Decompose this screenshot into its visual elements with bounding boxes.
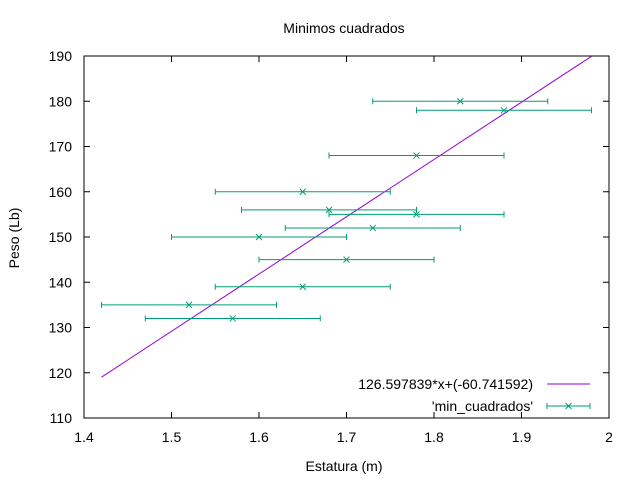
- y-tick-label: 110: [50, 410, 73, 426]
- x-tick-label: 1.4: [74, 429, 94, 445]
- data-point: [416, 106, 592, 114]
- x-axis-label: Estatura (m): [305, 458, 382, 474]
- point-marker: [413, 152, 420, 159]
- point-marker: [229, 315, 237, 322]
- legend-marker: [565, 402, 572, 410]
- point-marker: [325, 206, 333, 214]
- y-tick-label: 160: [49, 184, 73, 200]
- point-marker: [185, 301, 193, 309]
- data-point: [171, 233, 347, 241]
- y-tick-label: 170: [49, 139, 73, 155]
- point-marker: [299, 188, 307, 196]
- y-tick-label: 150: [49, 229, 73, 245]
- point-marker: [299, 283, 307, 291]
- x-tick-label: 1.9: [512, 429, 532, 445]
- data-point: [284, 224, 461, 232]
- y-tick-label: 180: [49, 93, 73, 109]
- point-marker: [456, 97, 464, 105]
- x-tick-label: 1.7: [337, 429, 357, 445]
- plot-marks: [101, 55, 592, 378]
- data-point: [328, 211, 505, 218]
- x-tick-label: 1.5: [162, 429, 182, 445]
- data-point: [214, 188, 391, 196]
- point-marker: [343, 256, 350, 263]
- axes: 1.4 1.5 1.6 1.7 1.8 1.9 2 110 120 130 140 150 160 170…: [49, 48, 613, 445]
- x-tick-label: 1.6: [249, 429, 269, 445]
- y-tick-label: 190: [49, 48, 73, 64]
- y-tick-label: 130: [49, 320, 73, 336]
- data-point: [101, 301, 277, 309]
- y-tick-label: 120: [49, 365, 73, 381]
- legend: 126.597839*x+(-60.741592) 'min_cuadrados': [358, 376, 591, 414]
- x-tick-label: 2: [605, 429, 613, 445]
- point-marker: [369, 224, 377, 232]
- point-marker: [255, 233, 263, 241]
- point-marker: [500, 106, 508, 114]
- point-marker: [413, 211, 420, 218]
- data-point: [372, 97, 549, 105]
- data-point: [144, 315, 321, 322]
- legend-label-points: 'min_cuadrados': [432, 398, 533, 414]
- data-point: [241, 206, 417, 214]
- legend-label-fit: 126.597839*x+(-60.741592): [358, 376, 533, 392]
- data-point: [258, 256, 435, 263]
- y-axis-label: Peso (Lb): [6, 208, 22, 269]
- y-tick-label: 140: [49, 274, 73, 290]
- data-point: [214, 283, 391, 291]
- data-point: [328, 152, 505, 159]
- chart-title: Minimos cuadrados: [283, 20, 404, 36]
- x-tick-label: 1.8: [424, 429, 444, 445]
